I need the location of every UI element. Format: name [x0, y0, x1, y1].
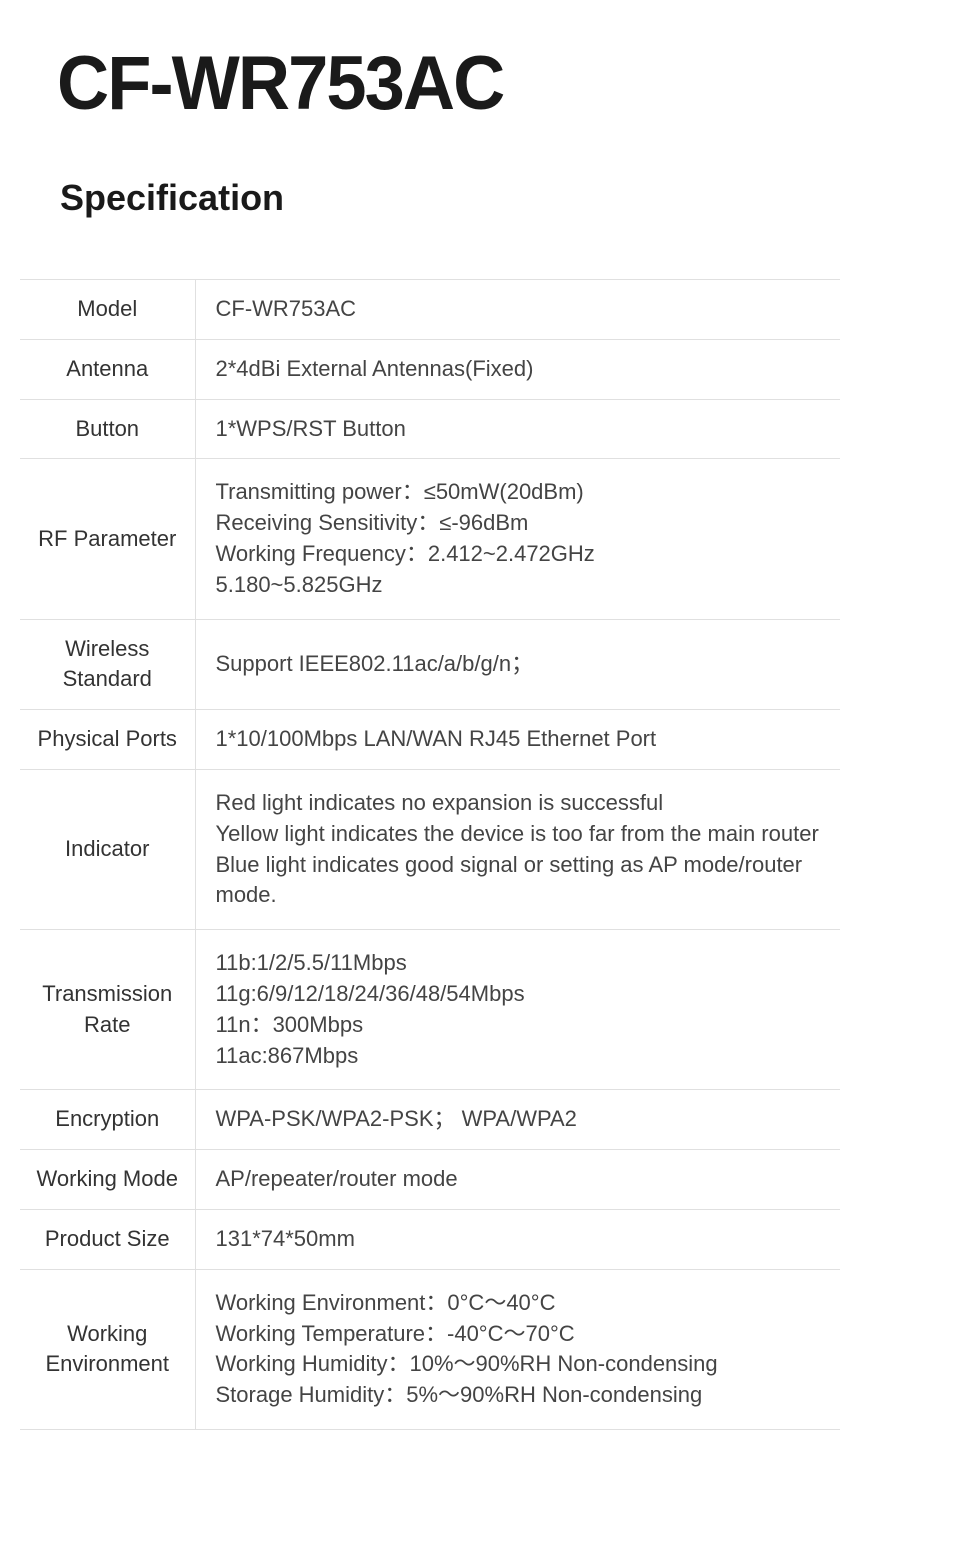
- table-row: Working Environment Working Environment：…: [20, 1269, 840, 1429]
- table-row: Model CF-WR753AC: [20, 280, 840, 340]
- table-row: Transmission Rate 11b:1/2/5.5/11Mbps 11g…: [20, 930, 840, 1090]
- spec-value: 131*74*50mm: [195, 1209, 840, 1269]
- product-title: CF-WR753AC: [0, 40, 912, 127]
- spec-value: 2*4dBi External Antennas(Fixed): [195, 339, 840, 399]
- spec-table: Model CF-WR753AC Antenna 2*4dBi External…: [20, 279, 840, 1430]
- table-row: Button 1*WPS/RST Button: [20, 399, 840, 459]
- spec-value: 1*WPS/RST Button: [195, 399, 840, 459]
- section-heading: Specification: [0, 177, 960, 219]
- spec-value: Support IEEE802.11ac/a/b/g/n；: [195, 619, 840, 710]
- page-container: CF-WR753AC Specification Model CF-WR753A…: [0, 0, 960, 1490]
- spec-label: Transmission Rate: [20, 930, 195, 1090]
- spec-value: CF-WR753AC: [195, 280, 840, 340]
- table-row: Working Mode AP/repeater/router mode: [20, 1150, 840, 1210]
- spec-label: Button: [20, 399, 195, 459]
- spec-value: Transmitting power：≤50mW(20dBm) Receivin…: [195, 459, 840, 619]
- spec-label: Product Size: [20, 1209, 195, 1269]
- table-row: RF Parameter Transmitting power：≤50mW(20…: [20, 459, 840, 619]
- table-row: Physical Ports 1*10/100Mbps LAN/WAN RJ45…: [20, 710, 840, 770]
- table-row: Antenna 2*4dBi External Antennas(Fixed): [20, 339, 840, 399]
- spec-table-body: Model CF-WR753AC Antenna 2*4dBi External…: [20, 280, 840, 1430]
- spec-value: Red light indicates no expansion is succ…: [195, 769, 840, 929]
- spec-label: Physical Ports: [20, 710, 195, 770]
- table-row: Indicator Red light indicates no expansi…: [20, 769, 840, 929]
- spec-label: Encryption: [20, 1090, 195, 1150]
- table-row: Product Size 131*74*50mm: [20, 1209, 840, 1269]
- table-row: Encryption WPA-PSK/WPA2-PSK； WPA/WPA2: [20, 1090, 840, 1150]
- spec-value: AP/repeater/router mode: [195, 1150, 840, 1210]
- spec-label: Working Mode: [20, 1150, 195, 1210]
- spec-value: 1*10/100Mbps LAN/WAN RJ45 Ethernet Port: [195, 710, 840, 770]
- spec-label: Antenna: [20, 339, 195, 399]
- spec-label: Wireless Standard: [20, 619, 195, 710]
- spec-value: 11b:1/2/5.5/11Mbps 11g:6/9/12/18/24/36/4…: [195, 930, 840, 1090]
- spec-value: WPA-PSK/WPA2-PSK； WPA/WPA2: [195, 1090, 840, 1150]
- spec-value: Working Environment：0°C～40°C Working Tem…: [195, 1269, 840, 1429]
- spec-label: RF Parameter: [20, 459, 195, 619]
- table-row: Wireless Standard Support IEEE802.11ac/a…: [20, 619, 840, 710]
- spec-label: Indicator: [20, 769, 195, 929]
- spec-label: Working Environment: [20, 1269, 195, 1429]
- spec-label: Model: [20, 280, 195, 340]
